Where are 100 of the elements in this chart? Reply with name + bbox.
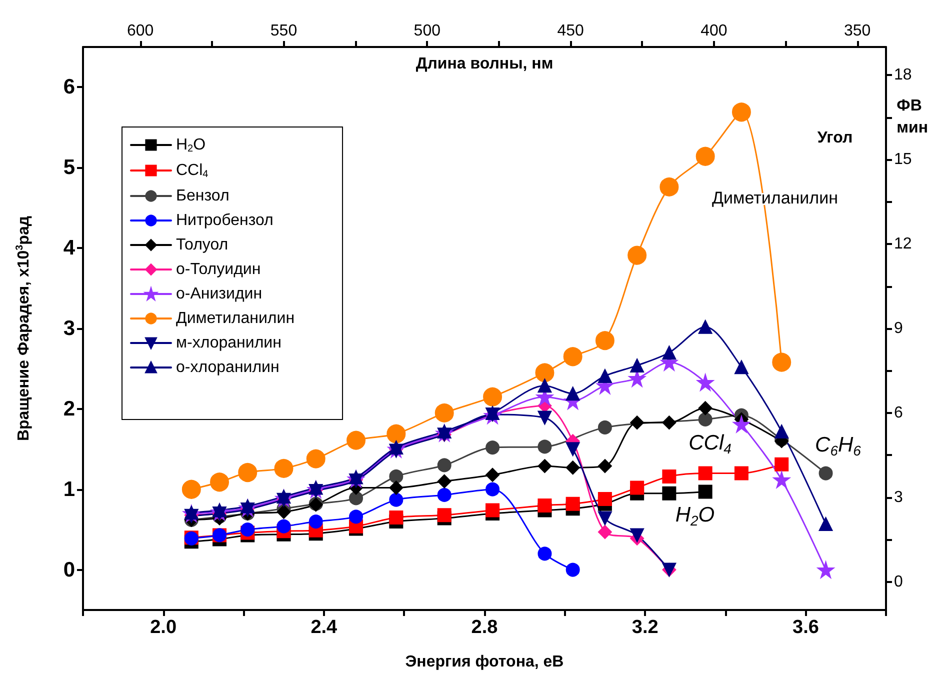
point (662, 346, 676, 360)
legend-label: о-Толуидин (176, 261, 261, 278)
point (210, 472, 230, 492)
point (698, 320, 712, 334)
point (437, 488, 452, 502)
point (276, 504, 291, 519)
y-tick-label: 0 (63, 558, 75, 582)
point (538, 546, 552, 561)
point (598, 368, 612, 383)
point (732, 102, 751, 122)
point (563, 347, 582, 366)
point (486, 468, 500, 482)
point (772, 352, 792, 372)
point (598, 459, 612, 474)
point (386, 424, 406, 444)
point (628, 246, 647, 265)
x2-tick-label: 500 (414, 22, 441, 40)
legend-label: о-хлоранилин (176, 359, 280, 376)
point (538, 459, 552, 474)
point (817, 561, 834, 578)
point (240, 522, 255, 537)
legend-label: Толуол (176, 236, 228, 254)
point (566, 442, 580, 456)
y2-tick-label: 9 (894, 320, 903, 337)
x2-tick-label: 550 (270, 22, 298, 40)
point (595, 331, 614, 350)
point (182, 480, 201, 499)
x-tick-label: 3.2 (632, 617, 658, 638)
point (818, 466, 833, 480)
x2-tick-label: 600 (127, 22, 154, 40)
point (535, 363, 554, 382)
point (630, 416, 644, 430)
point (486, 503, 500, 518)
point (734, 466, 748, 480)
point (698, 466, 712, 480)
point (389, 510, 404, 525)
point (538, 410, 552, 425)
point (538, 440, 552, 454)
point (538, 378, 552, 393)
point (774, 424, 789, 438)
point (389, 492, 404, 507)
point (598, 420, 612, 434)
x-tick-label: 2.0 (150, 617, 177, 638)
point (774, 457, 789, 472)
y-tick-label: 5 (63, 156, 76, 180)
legend-label: Диметиланилин (176, 310, 295, 327)
point (698, 401, 712, 416)
point (238, 462, 258, 482)
point (630, 528, 644, 542)
legend-label: Нитробензол (176, 212, 274, 229)
point (662, 469, 676, 484)
point (389, 469, 404, 484)
point (566, 460, 580, 475)
point (437, 458, 452, 472)
y-tick-label: 3 (63, 317, 75, 340)
y-tick-label: 1 (63, 478, 76, 501)
point (662, 416, 676, 430)
legend-label: м-хлоранилин (176, 334, 282, 352)
y2-tick-label: 3 (894, 488, 903, 506)
point (598, 492, 612, 506)
point (660, 177, 679, 196)
point (630, 480, 644, 495)
y2-tick-label: 0 (894, 573, 903, 590)
y2-tick-label: 6 (894, 404, 903, 422)
y2-axis-title: ФВ мин (896, 98, 928, 136)
point (566, 386, 580, 401)
point (437, 474, 452, 488)
point (308, 514, 323, 529)
point (274, 458, 294, 478)
y-tick-label: 4 (63, 236, 76, 260)
point (346, 430, 366, 450)
point (698, 412, 712, 426)
point (486, 440, 500, 455)
x-tick-label: 3.6 (792, 617, 819, 638)
x-axis-title: Энергия фотона, еВ (405, 654, 564, 670)
point (349, 491, 364, 506)
point (306, 449, 326, 468)
x2-tick-label: 350 (844, 22, 871, 40)
x-tick-label: 2.8 (471, 617, 498, 638)
y2-tick-label: 18 (894, 66, 912, 84)
point (349, 510, 364, 524)
point (734, 360, 748, 374)
y2-tick-label: 12 (894, 236, 912, 253)
point (598, 511, 612, 526)
y-axis-title: Вращение Фарадея, x103рад (14, 216, 32, 442)
x-tick-label: 2.4 (310, 617, 338, 638)
point (818, 516, 833, 531)
point (662, 486, 676, 500)
point (696, 146, 715, 166)
y2-tick-label: 15 (894, 151, 912, 168)
legend-label: Бензол (176, 188, 230, 204)
point (773, 471, 790, 488)
point (483, 387, 502, 406)
point (698, 484, 712, 499)
point (486, 482, 500, 496)
y-tick-label: 2 (63, 397, 75, 420)
x2-tick-label: 400 (700, 22, 728, 40)
x2-axis-title: Длина волны, нм (416, 56, 554, 72)
legend-label: о-Анизидин (176, 286, 262, 302)
x2-tick-label: 450 (557, 22, 584, 40)
